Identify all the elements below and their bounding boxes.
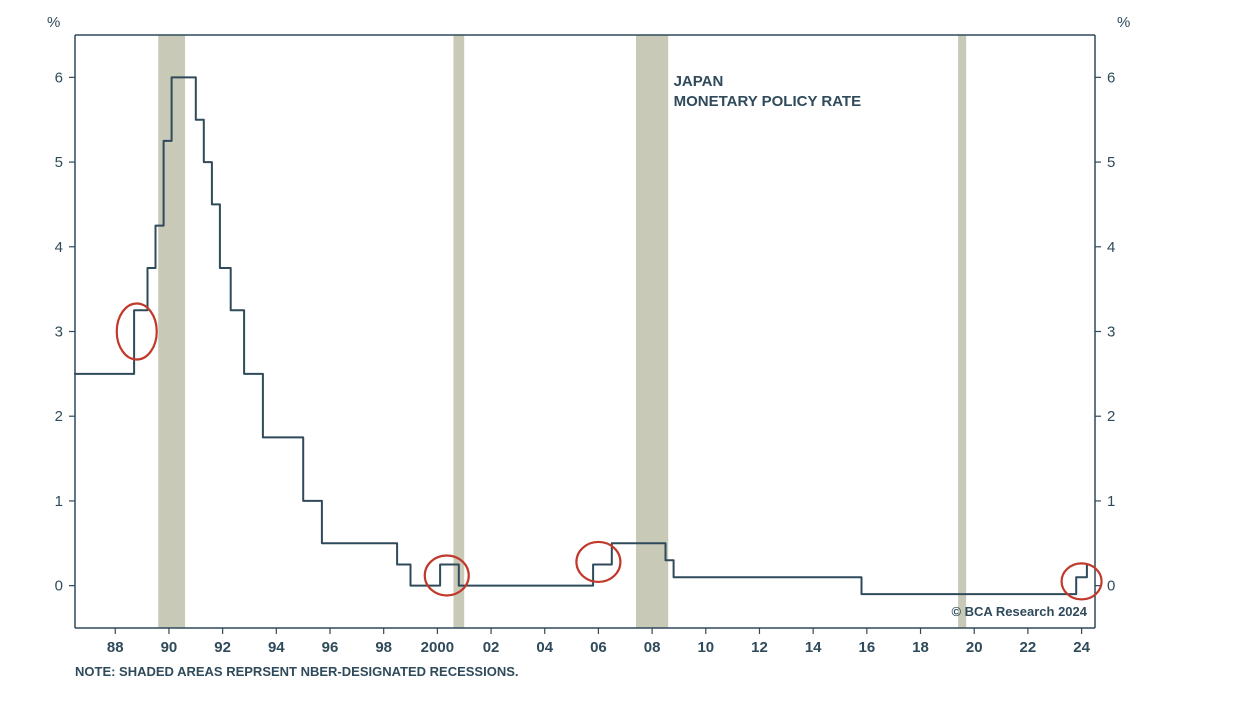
x-tick-label: 12 xyxy=(751,639,768,656)
x-tick-label: 16 xyxy=(858,639,875,656)
x-tick-label: 88 xyxy=(107,639,124,656)
y-tick-label-right: 5 xyxy=(1107,154,1115,171)
x-tick-label: 06 xyxy=(590,639,607,656)
x-tick-label: 98 xyxy=(375,639,392,656)
x-tick-label: 24 xyxy=(1073,639,1090,656)
y-tick-label-right: 3 xyxy=(1107,324,1115,341)
recession-band xyxy=(636,35,668,628)
y-unit-left: % xyxy=(47,14,60,31)
y-tick-label-left: 0 xyxy=(55,578,63,595)
y-tick-label-left: 5 xyxy=(55,154,63,171)
x-tick-label: 18 xyxy=(912,639,929,656)
y-tick-label-right: 2 xyxy=(1107,408,1115,425)
chart-note: NOTE: SHADED AREAS REPRSENT NBER-DESIGNA… xyxy=(75,664,519,679)
y-tick-label-left: 6 xyxy=(55,69,63,86)
y-tick-label-left: 2 xyxy=(55,408,63,425)
y-tick-label-right: 0 xyxy=(1107,578,1115,595)
copyright: © BCA Research 2024 xyxy=(951,604,1087,619)
chart-title-line2: MONETARY POLICY RATE xyxy=(674,93,862,110)
y-tick-label-left: 4 xyxy=(55,239,63,256)
x-tick-label: 02 xyxy=(483,639,500,656)
x-tick-label: 2000 xyxy=(421,639,454,656)
x-tick-label: 14 xyxy=(805,639,822,656)
x-tick-label: 94 xyxy=(268,639,285,656)
y-tick-label-right: 4 xyxy=(1107,239,1115,256)
x-tick-label: 22 xyxy=(1020,639,1037,656)
x-tick-label: 04 xyxy=(536,639,553,656)
y-tick-label-right: 1 xyxy=(1107,493,1115,510)
y-unit-right: % xyxy=(1117,14,1130,31)
y-tick-label-right: 6 xyxy=(1107,69,1115,86)
recession-band xyxy=(453,35,464,628)
chart-svg: 00112233445566%%889092949698200002040608… xyxy=(0,0,1236,727)
x-tick-label: 08 xyxy=(644,639,661,656)
x-tick-label: 96 xyxy=(322,639,339,656)
chart-container: 00112233445566%%889092949698200002040608… xyxy=(0,0,1236,727)
x-tick-label: 10 xyxy=(697,639,714,656)
recession-band xyxy=(958,35,966,628)
y-tick-label-left: 1 xyxy=(55,493,63,510)
x-tick-label: 90 xyxy=(161,639,178,656)
y-tick-label-left: 3 xyxy=(55,324,63,341)
x-tick-label: 20 xyxy=(966,639,983,656)
chart-title-line1: JAPAN xyxy=(674,73,724,90)
x-tick-label: 92 xyxy=(214,639,231,656)
